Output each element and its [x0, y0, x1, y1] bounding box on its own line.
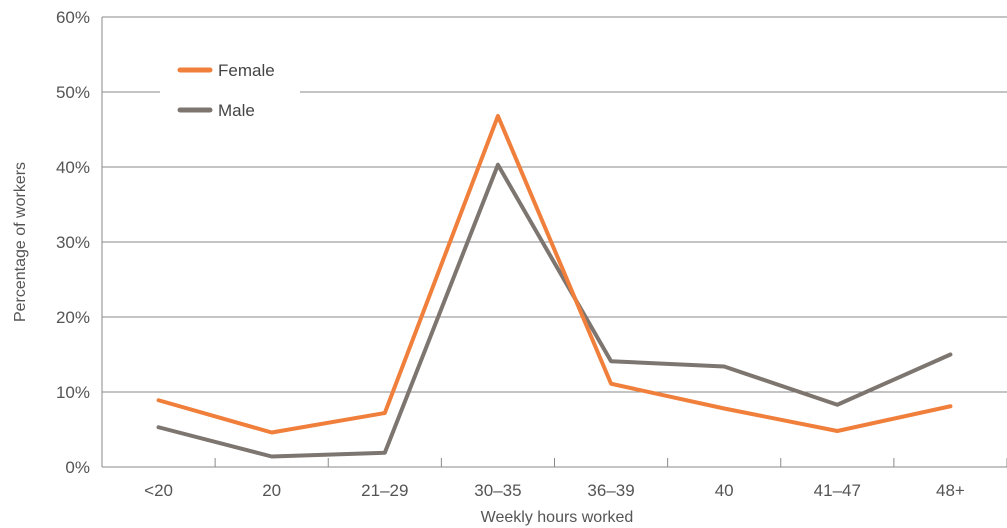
legend-background [160, 53, 300, 127]
y-tick-label: 40% [56, 158, 90, 177]
axes: <20 20 21–29 30–35 36–39 40 41–47 48+ [101, 17, 1007, 500]
legend-label-male: Male [218, 101, 255, 120]
x-tick-label: 36–39 [587, 481, 634, 500]
x-tick-label: <20 [144, 481, 173, 500]
x-tick-label: 30–35 [474, 481, 521, 500]
y-tick-label: 50% [56, 83, 90, 102]
y-tick-label: 60% [56, 8, 90, 27]
series-line-male [156, 162, 953, 459]
x-tick-label: 21–29 [361, 481, 408, 500]
legend-label-female: Female [218, 61, 275, 80]
x-tick-label: 20 [262, 481, 281, 500]
y-tick-label: 30% [56, 233, 90, 252]
legend: Female Male [160, 53, 300, 127]
x-tick-label: 48+ [936, 481, 965, 500]
x-tick-label: 41–47 [814, 481, 861, 500]
x-tick-label: 40 [715, 481, 734, 500]
y-tick-label: 0% [65, 458, 90, 477]
x-axis-title: Weekly hours worked [481, 509, 634, 526]
y-axis-title: Percentage of workers [12, 162, 29, 322]
y-tick-label: 20% [56, 308, 90, 327]
series-lines [156, 114, 953, 459]
y-tick-label: 10% [56, 383, 90, 402]
series-line-female [156, 114, 953, 435]
